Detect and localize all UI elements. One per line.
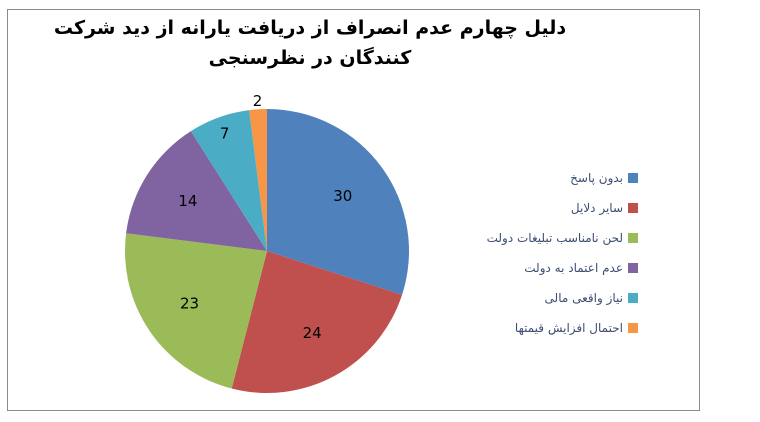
pie-slice[interactable] bbox=[190, 110, 267, 251]
chart-legend: بدون پاسخ سایر دلایل لحن نامناسب تبلیغات د… bbox=[438, 163, 638, 343]
legend-label: بدون پاسخ bbox=[570, 170, 623, 185]
legend-item[interactable]: سایر دلایل bbox=[438, 193, 638, 223]
pie-data-label: 7 bbox=[220, 124, 230, 142]
legend-swatch bbox=[628, 173, 638, 183]
pie-data-label: 30 bbox=[333, 187, 352, 205]
pie-data-label: 2 bbox=[253, 92, 263, 110]
pie-data-label: 23 bbox=[180, 295, 199, 313]
legend-swatch bbox=[628, 203, 638, 213]
legend-label: عدم اعتماد به دولت bbox=[524, 260, 623, 275]
legend-item[interactable]: عدم اعتماد به دولت bbox=[438, 253, 638, 283]
legend-item[interactable]: لحن نامناسب تبلیغات دولت bbox=[438, 223, 638, 253]
legend-item[interactable]: احتمال افزایش قیمتها bbox=[438, 313, 638, 343]
pie-slice[interactable] bbox=[124, 233, 267, 389]
legend-item[interactable]: نیاز واقعی مالی bbox=[438, 283, 638, 313]
pie-slice[interactable] bbox=[267, 109, 410, 295]
legend-swatch bbox=[628, 293, 638, 303]
legend-label: نیاز واقعی مالی bbox=[544, 290, 623, 305]
legend-label: لحن نامناسب تبلیغات دولت bbox=[486, 230, 623, 245]
legend-label: سایر دلایل bbox=[570, 200, 623, 215]
pie-data-label: 24 bbox=[303, 324, 322, 342]
pie-chart: 30 24 23 14 7 2 bbox=[124, 92, 410, 393]
legend-swatch bbox=[628, 233, 638, 243]
legend-label: احتمال افزایش قیمتها bbox=[514, 320, 623, 335]
pie-data-label: 14 bbox=[178, 192, 197, 210]
chart-title-line1: دلیل چهارم عدم انصراف از دریافت یارانه ا… bbox=[53, 17, 567, 39]
chart-title: دلیل چهارم عدم انصراف از دریافت یارانه ا… bbox=[30, 13, 590, 73]
pie-slice[interactable] bbox=[126, 131, 267, 251]
pie-slice[interactable] bbox=[249, 109, 267, 251]
pie-slice[interactable] bbox=[231, 251, 403, 393]
legend-swatch bbox=[628, 323, 638, 333]
legend-item[interactable]: بدون پاسخ bbox=[438, 163, 638, 193]
legend-swatch bbox=[628, 263, 638, 273]
chart-title-line2: کنندگان در نظرسنجی bbox=[208, 47, 412, 69]
